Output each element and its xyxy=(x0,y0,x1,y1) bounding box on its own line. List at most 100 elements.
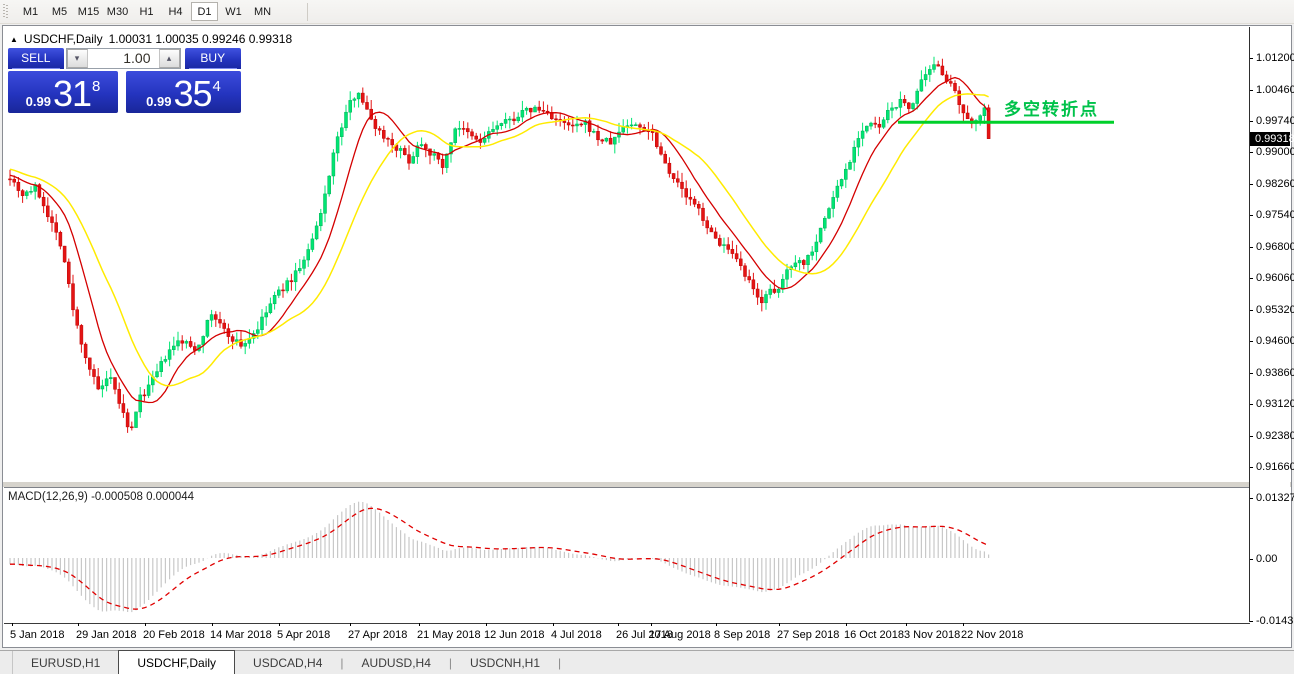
trendline-annotation-text: 多空转折点 xyxy=(1004,100,1099,119)
date-axis-tick xyxy=(78,623,79,626)
date-axis-tick xyxy=(846,623,847,626)
chart-tab-eurusd[interactable]: EURUSD,H1 xyxy=(31,655,101,670)
timeframe-button-m1[interactable]: M1 xyxy=(22,6,39,18)
date-axis-tick xyxy=(486,623,487,626)
price-axis-tick xyxy=(1250,404,1253,406)
date-axis-label: 3 Nov 2018 xyxy=(904,629,961,641)
price-axis-label: 0.97540 xyxy=(1256,208,1294,221)
date-axis-label: 17 Aug 2018 xyxy=(649,629,711,641)
chart-title-ohlc: 1.00031 1.00035 0.99246 0.99318 xyxy=(108,32,293,46)
sell-price-pip: 8 xyxy=(92,78,101,95)
chart-tab-audusd[interactable]: AUDUSD,H4 xyxy=(361,655,431,670)
volume-input[interactable]: 1.00 xyxy=(123,50,151,66)
price-chart-pane[interactable]: 多空转折点 xyxy=(4,27,1250,482)
timeframe-button-m15[interactable]: M15 xyxy=(77,6,100,18)
price-axis-label: 0.94600 xyxy=(1256,334,1294,347)
date-axis-label: 22 Nov 2018 xyxy=(961,629,1024,641)
timeframe-button-w1[interactable]: W1 xyxy=(225,6,242,18)
price-axis-tick xyxy=(1250,246,1253,248)
date-axis-tick xyxy=(145,623,146,626)
date-axis-label: 27 Sep 2018 xyxy=(777,629,840,641)
price-axis[interactable]: 1.01200 1.00460 0.99740 0.99000 0.98260 0.975… xyxy=(1249,27,1294,627)
date-axis-label: 5 Apr 2018 xyxy=(277,629,331,641)
timeframe-toolbar: M1 M5 M15 M30 H1 H4 D1 W1 MN xyxy=(16,2,277,21)
date-axis-label: 27 Apr 2018 xyxy=(348,629,408,641)
current-price-tag: 0.99318 xyxy=(1250,131,1294,146)
date-axis-label: 26 Jul 2018 xyxy=(616,629,673,641)
buy-button[interactable]: BUY xyxy=(184,48,241,69)
timeframe-button-mn[interactable]: MN xyxy=(253,6,272,18)
price-axis-label: 0.93120 xyxy=(1256,398,1294,411)
macd-axis-tick xyxy=(1250,559,1253,560)
date-axis-tick xyxy=(618,623,619,626)
toolbar-grip-handle[interactable] xyxy=(3,4,8,19)
price-axis-tick xyxy=(1250,278,1253,280)
chart-tab-usdcad[interactable]: USDCAD,H4 xyxy=(253,655,323,670)
macd-axis-label: 0.00 xyxy=(1256,553,1278,565)
date-axis-tick xyxy=(350,623,351,626)
price-axis-label: 0.93860 xyxy=(1256,366,1294,379)
price-axis-label: 1.00460 xyxy=(1256,83,1294,96)
timeframe-button-d1[interactable]: D1 xyxy=(191,2,218,21)
sell-price-prefix: 0.99 xyxy=(25,94,51,109)
macd-indicator-pane[interactable]: MACD(12,26,9) -0.000508 0.000044 xyxy=(4,487,1250,624)
volume-increase-button[interactable]: ▴ xyxy=(158,49,180,68)
price-axis-tick xyxy=(1250,152,1253,154)
buy-price-button[interactable]: 0.99 35 4 xyxy=(126,71,241,113)
macd-indicator-label: MACD(12,26,9) -0.000508 0.000044 xyxy=(8,491,195,503)
date-axis-label: 5 Jan 2018 xyxy=(10,629,65,641)
date-axis-tick xyxy=(716,623,717,626)
price-axis-label: 0.99740 xyxy=(1256,114,1294,127)
candlestick-plot xyxy=(8,56,1114,433)
timeframe-button-m30[interactable]: M30 xyxy=(106,6,129,18)
price-axis-tick xyxy=(1250,466,1253,468)
price-axis-label: 0.96060 xyxy=(1256,272,1294,285)
date-axis-tick xyxy=(779,623,780,626)
timeframe-button-h4[interactable]: H4 xyxy=(168,6,183,18)
chart-tab-usdcnh[interactable]: USDCNH,H1 xyxy=(470,655,541,670)
toolbar-separator xyxy=(307,2,308,21)
price-axis-label: 0.96800 xyxy=(1256,240,1294,253)
timeframe-toolbar-container: M1 M5 M15 M30 H1 H4 D1 W1 MN xyxy=(0,0,1294,24)
price-axis-label: 0.98260 xyxy=(1256,178,1294,191)
buy-price-pip: 4 xyxy=(212,78,221,95)
price-axis-tick xyxy=(1250,310,1253,312)
date-axis-label: 12 Jun 2018 xyxy=(484,629,545,641)
date-axis-label: 20 Feb 2018 xyxy=(143,629,205,641)
chart-window: 多空转折点 ▲ USDCHF,Daily 1.00031 1.00035 0.9… xyxy=(2,25,1294,648)
sell-button[interactable]: SELL xyxy=(8,48,64,69)
price-axis-tick xyxy=(1250,372,1253,374)
date-axis-tick xyxy=(963,623,964,626)
macd-axis-tick xyxy=(1250,498,1253,499)
price-axis-tick xyxy=(1250,214,1253,216)
volume-stepper: ▾ 1.00 ▴ xyxy=(65,48,181,69)
price-axis-label: 0.99000 xyxy=(1256,146,1294,159)
date-axis-tick xyxy=(419,623,420,626)
tab-separator: | xyxy=(340,655,344,670)
date-axis-tick xyxy=(279,623,280,626)
macd-axis-tick xyxy=(1250,621,1253,622)
price-axis-tick xyxy=(1250,436,1253,438)
date-axis-label: 4 Jul 2018 xyxy=(551,629,602,641)
sell-price-button[interactable]: 0.99 31 8 xyxy=(8,71,118,113)
date-axis[interactable]: 5 Jan 2018 29 Jan 2018 20 Feb 2018 14 Mar 2… xyxy=(4,623,1250,647)
date-axis-label: 8 Sep 2018 xyxy=(714,629,771,641)
chart-tab-usdchf[interactable]: USDCHF,Daily xyxy=(118,650,236,674)
pane-splitter[interactable] xyxy=(3,482,1291,487)
volume-decrease-button[interactable]: ▾ xyxy=(66,49,88,68)
price-axis-tick xyxy=(1250,340,1253,342)
macd-plot xyxy=(9,501,990,613)
price-axis-label: 0.91660 xyxy=(1256,460,1294,473)
one-click-trading-panel: SELL ▾ 1.00 ▴ BUY 0.99 31 8 0.99 35 4 xyxy=(8,48,241,113)
timeframe-button-h1[interactable]: H1 xyxy=(139,6,154,18)
timeframe-button-m5[interactable]: M5 xyxy=(51,6,68,18)
buy-price-prefix: 0.99 xyxy=(146,94,172,109)
date-axis-tick xyxy=(553,623,554,626)
buy-price-big: 35 xyxy=(173,73,212,114)
date-axis-label: 21 May 2018 xyxy=(417,629,481,641)
price-axis-label: 0.92380 xyxy=(1256,430,1294,443)
macd-axis-label: -0.01431 xyxy=(1256,615,1294,627)
tab-separator: | xyxy=(558,655,562,670)
collapse-triangle-icon[interactable]: ▲ xyxy=(10,34,18,44)
date-axis-label: 16 Oct 2018 xyxy=(844,629,904,641)
